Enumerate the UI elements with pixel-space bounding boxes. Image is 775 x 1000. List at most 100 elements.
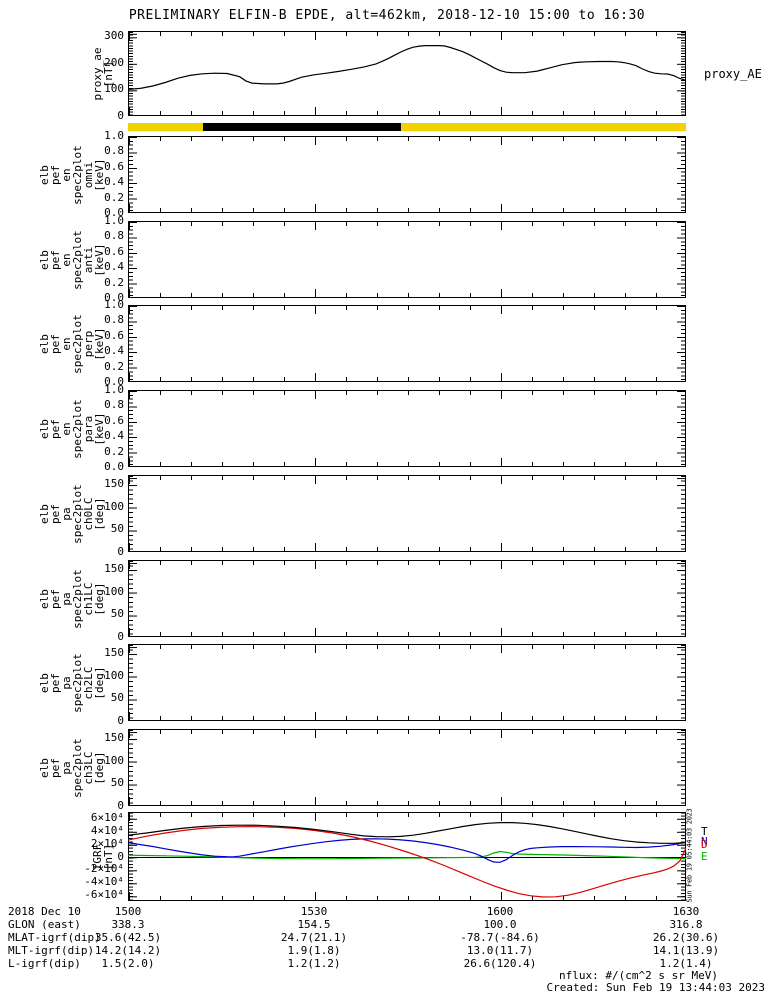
flux-units-note: nflux: #/(cm^2 s sr MeV) bbox=[559, 969, 718, 982]
panel-pa_ch0lc bbox=[128, 475, 686, 552]
ytick-label: 0.2 bbox=[104, 359, 124, 373]
axis-ticks bbox=[129, 204, 685, 212]
ytick-label: 100 bbox=[104, 82, 124, 96]
panel-pa_ch1lc bbox=[128, 560, 686, 637]
axis-ticks bbox=[129, 306, 685, 314]
axis-ticks bbox=[129, 813, 137, 900]
axis-ticks bbox=[129, 391, 685, 399]
ytick-label: 0 bbox=[117, 799, 124, 812]
ytick-label: -6×10⁴ bbox=[84, 888, 124, 902]
axis-ticks bbox=[129, 137, 685, 145]
axis-ticks bbox=[677, 645, 685, 720]
panel-pa_ch3lc bbox=[128, 729, 686, 806]
footer-value-glon-0: 338.3 bbox=[111, 918, 145, 931]
footer-value-l-0: 1.5(2.0) bbox=[101, 957, 155, 970]
footer-value-l-3: 1.2(1.4) bbox=[659, 957, 713, 970]
ytick-label: 0.4 bbox=[104, 260, 124, 274]
footer-value-time-3: 1630 bbox=[672, 905, 700, 918]
axis-ticks bbox=[129, 645, 137, 720]
footer-label-glon: GLON (east) bbox=[8, 918, 81, 931]
footer-value-time-2: 1600 bbox=[486, 905, 514, 918]
axis-ticks bbox=[129, 892, 685, 900]
axis-ticks bbox=[129, 32, 685, 40]
panel-en_anti bbox=[128, 221, 686, 298]
footer-value-mlt-2: 13.0(11.7) bbox=[466, 944, 534, 957]
ytick-label: 0.0 bbox=[104, 375, 124, 388]
ytick-label: 100 bbox=[104, 584, 124, 598]
created-note: Created: Sun Feb 19 13:44:03 2023 bbox=[546, 981, 765, 994]
ytick-label: 0.0 bbox=[104, 206, 124, 219]
ytick-label: 150 bbox=[104, 646, 124, 660]
footer-value-l-2: 26.6(120.4) bbox=[463, 957, 537, 970]
footer-value-mlat-3: 26.2(30.6) bbox=[652, 931, 720, 944]
ytick-label: 1.0 bbox=[104, 129, 124, 142]
footer-value-mlat-0: 35.6(42.5) bbox=[94, 931, 162, 944]
axis-ticks bbox=[677, 730, 685, 805]
footer-value-glon-2: 100.0 bbox=[483, 918, 517, 931]
ytick-label: 0.4 bbox=[104, 175, 124, 189]
ytick-label: 0.8 bbox=[104, 144, 124, 158]
sunlight-bar-segment bbox=[203, 123, 401, 131]
series-E bbox=[128, 850, 686, 860]
ytick-label: 0 bbox=[117, 714, 124, 727]
axis-ticks bbox=[129, 458, 685, 466]
footer-label-l: L-igrf(dip) bbox=[8, 957, 81, 970]
footer-value-glon-1: 154.5 bbox=[297, 918, 331, 931]
axis-ticks bbox=[677, 561, 685, 636]
sunlight-bar-segment bbox=[128, 123, 203, 131]
sunlight-bar bbox=[128, 123, 686, 131]
ytick-label: -2×10⁴ bbox=[84, 862, 124, 876]
axis-ticks bbox=[129, 712, 685, 720]
footer-value-mlt-0: 14.2(14.2) bbox=[94, 944, 162, 957]
ytick-label: 100 bbox=[104, 499, 124, 513]
axis-ticks bbox=[129, 306, 137, 381]
footer-value-time-0: 1500 bbox=[114, 905, 142, 918]
footer-value-glon-3: 316.8 bbox=[669, 918, 703, 931]
ytick-label: 0 bbox=[117, 630, 124, 643]
ytick-label: 0.6 bbox=[104, 328, 124, 342]
footer-value-mlat-1: 24.7(21.1) bbox=[280, 931, 348, 944]
ytick-label: 150 bbox=[104, 731, 124, 745]
ytick-label: -4×10⁴ bbox=[84, 875, 124, 889]
panel-en_omni bbox=[128, 136, 686, 213]
axis-ticks bbox=[129, 797, 685, 805]
axis-ticks bbox=[129, 645, 685, 653]
axis-ticks bbox=[129, 476, 685, 484]
axis-ticks bbox=[129, 543, 685, 551]
axis-ticks bbox=[129, 391, 137, 466]
axis-ticks bbox=[129, 476, 137, 551]
chart-proxy_AE bbox=[128, 45, 686, 90]
ytick-label: 0.2 bbox=[104, 190, 124, 204]
ytick-label: 0.8 bbox=[104, 229, 124, 243]
proxy-ae-right-label: proxy_AE bbox=[704, 67, 762, 81]
ytick-label: 0.4 bbox=[104, 344, 124, 358]
axis-ticks bbox=[129, 730, 685, 738]
panel-en_perp bbox=[128, 305, 686, 382]
panel-en_para bbox=[128, 390, 686, 467]
igrf-legend-N: N bbox=[701, 835, 708, 848]
ytick-label: 0.8 bbox=[104, 313, 124, 327]
ytick-label: 100 bbox=[104, 753, 124, 767]
ytick-label: 0 bbox=[117, 545, 124, 558]
ytick-label: 0 bbox=[117, 849, 124, 863]
ytick-label: 0.4 bbox=[104, 429, 124, 443]
ytick-label: 0.8 bbox=[104, 398, 124, 412]
chart-IGRF bbox=[128, 822, 686, 898]
axis-ticks bbox=[677, 32, 685, 115]
panel-pa_ch2lc bbox=[128, 644, 686, 721]
ytick-label: 0.0 bbox=[104, 291, 124, 304]
axis-ticks bbox=[129, 289, 685, 297]
axis-ticks bbox=[129, 730, 137, 805]
ytick-label: 50 bbox=[110, 776, 124, 790]
ytick-label: 150 bbox=[104, 477, 124, 491]
axis-ticks bbox=[129, 32, 137, 115]
footer-value-mlt-3: 14.1(13.9) bbox=[652, 944, 720, 957]
ytick-label: 6×10⁴ bbox=[90, 810, 124, 824]
ytick-label: 2×10⁴ bbox=[90, 836, 124, 850]
axis-ticks bbox=[129, 373, 685, 381]
series-proxy_AE bbox=[128, 45, 686, 90]
ytick-label: 1.0 bbox=[104, 298, 124, 311]
footer-label-mlat: MLAT-igrf(dip) bbox=[8, 931, 101, 944]
ytick-label: 0.0 bbox=[104, 460, 124, 473]
